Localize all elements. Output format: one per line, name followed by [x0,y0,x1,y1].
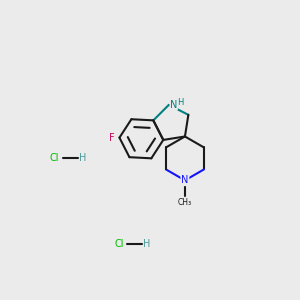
Text: H: H [143,239,151,249]
Text: N: N [181,176,189,185]
Text: N: N [170,100,177,110]
Text: CH₃: CH₃ [178,198,192,207]
Text: H: H [178,98,184,107]
Text: F: F [109,133,115,142]
Text: Cl: Cl [50,153,59,164]
Text: Cl: Cl [115,239,124,249]
Text: H: H [79,153,86,164]
